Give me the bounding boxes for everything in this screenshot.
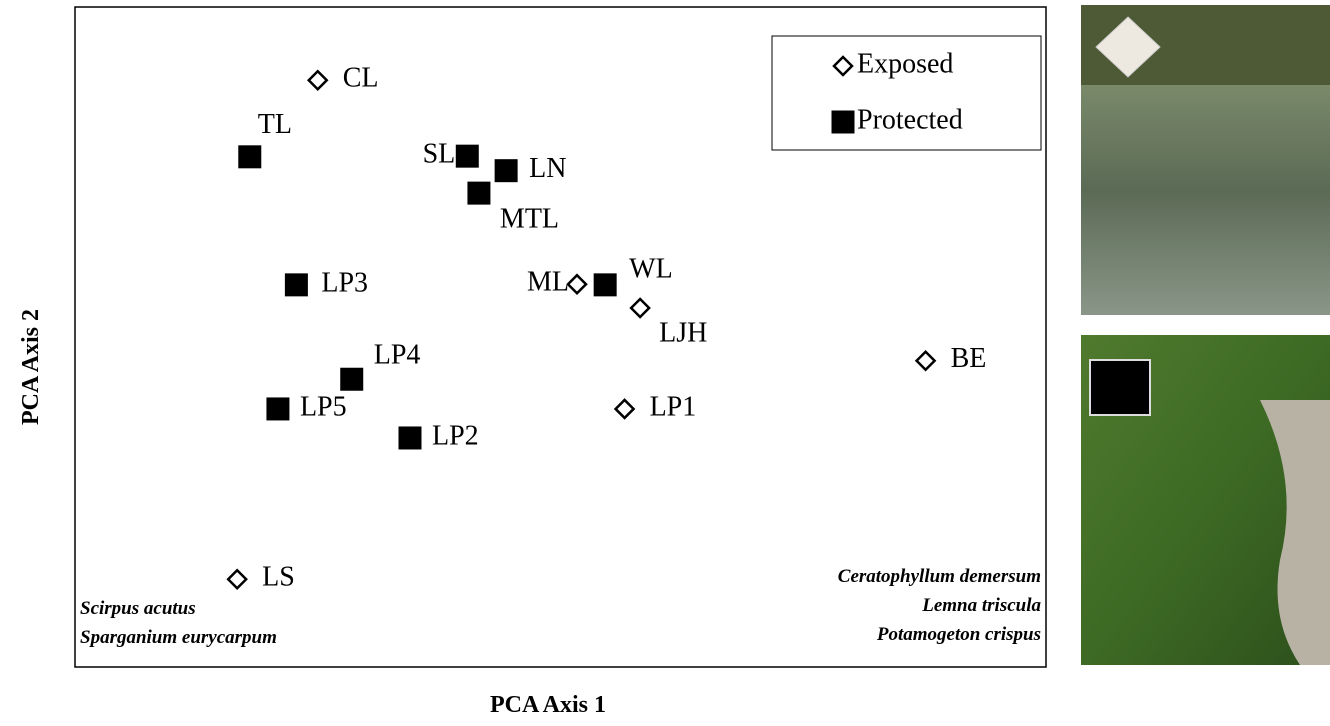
point-label: LS [262, 562, 295, 593]
point-label: ML [527, 267, 569, 298]
y-axis-label: PCA Axis 2 [18, 309, 44, 425]
point [285, 274, 307, 296]
point-label: LP5 [300, 391, 347, 422]
point-label: WL [629, 253, 673, 284]
point-label: BE [951, 343, 987, 374]
point [239, 146, 261, 168]
point [341, 368, 363, 390]
point [495, 160, 517, 182]
point-label: LN [529, 153, 566, 184]
chart: PCA Axis 1 PCA Axis 2 Scirpus acutus Spa… [0, 0, 1330, 726]
point-label: LP3 [321, 267, 368, 298]
legend-label: Exposed [857, 48, 953, 79]
point-label: LP1 [650, 391, 697, 422]
point-label: SL [423, 139, 456, 170]
annotation: Lemna triscula [921, 595, 1041, 616]
point [399, 427, 421, 449]
point-label: CL [343, 63, 379, 94]
annotation: Ceratophyllum demersum [838, 566, 1041, 587]
point-label: TL [258, 109, 292, 140]
annotation: Scirpus acutus [80, 598, 196, 619]
point-label: LJH [659, 317, 707, 348]
point [594, 274, 616, 296]
point-label: LP4 [374, 340, 421, 371]
legend-marker [832, 111, 854, 133]
point [456, 145, 478, 167]
annotation: Potamogeton crispus [876, 624, 1041, 645]
point-label: MTL [500, 204, 559, 235]
point-label: LP2 [432, 420, 479, 451]
photos [1081, 5, 1330, 665]
point [267, 398, 289, 420]
x-axis-label: PCA Axis 1 [490, 692, 606, 718]
point [468, 182, 490, 204]
photo-square-icon [1090, 360, 1150, 415]
legend-label: Protected [857, 104, 963, 135]
annotation: Sparganium eurycarpum [80, 627, 277, 648]
